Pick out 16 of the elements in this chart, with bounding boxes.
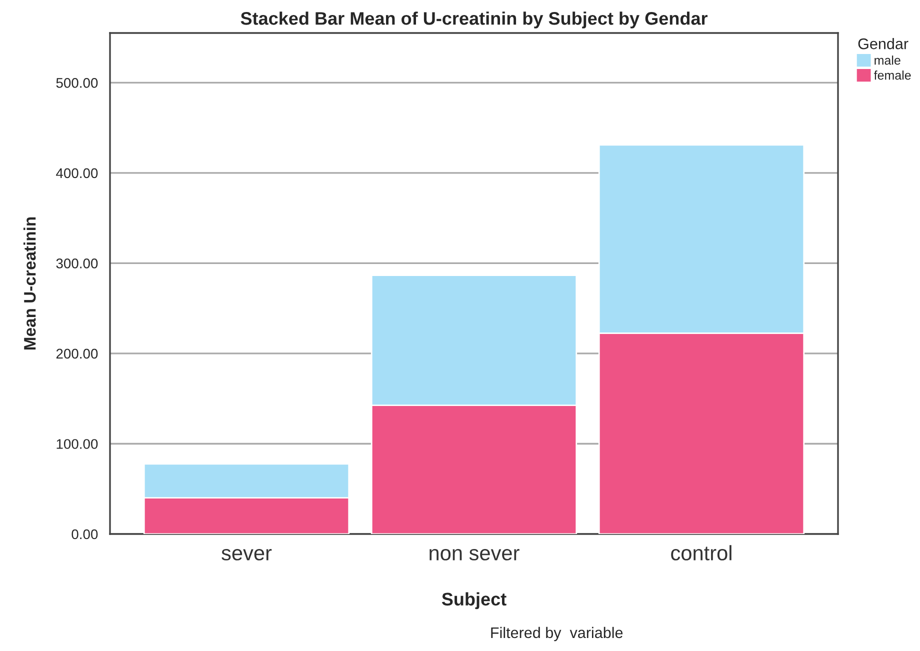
y-tick-label: 400.00	[56, 168, 98, 178]
y-axis-title: Mean U-creatinin	[24, 217, 36, 350]
legend-label: male	[874, 56, 900, 65]
y-tick-label: 300.00	[56, 258, 98, 268]
y-tick-label: 500.00	[56, 78, 98, 88]
x-tick-label: sever	[222, 549, 272, 560]
text: Filtered by variable	[491, 626, 623, 642]
legend-label: female	[874, 70, 911, 80]
y-tick-label: 200.00	[56, 348, 98, 359]
y-tick-label: 0.00	[72, 529, 98, 540]
x-axis-title: Subject	[442, 592, 506, 610]
legend-title: Gendar	[858, 38, 908, 50]
y-tick-label: 100.00	[56, 439, 98, 449]
x-tick-label: non sever	[430, 549, 520, 560]
x-tick-label: control	[671, 545, 732, 560]
chart-title: Stacked Bar Mean of U-creatinin by Subject by Gendar	[240, 12, 708, 28]
